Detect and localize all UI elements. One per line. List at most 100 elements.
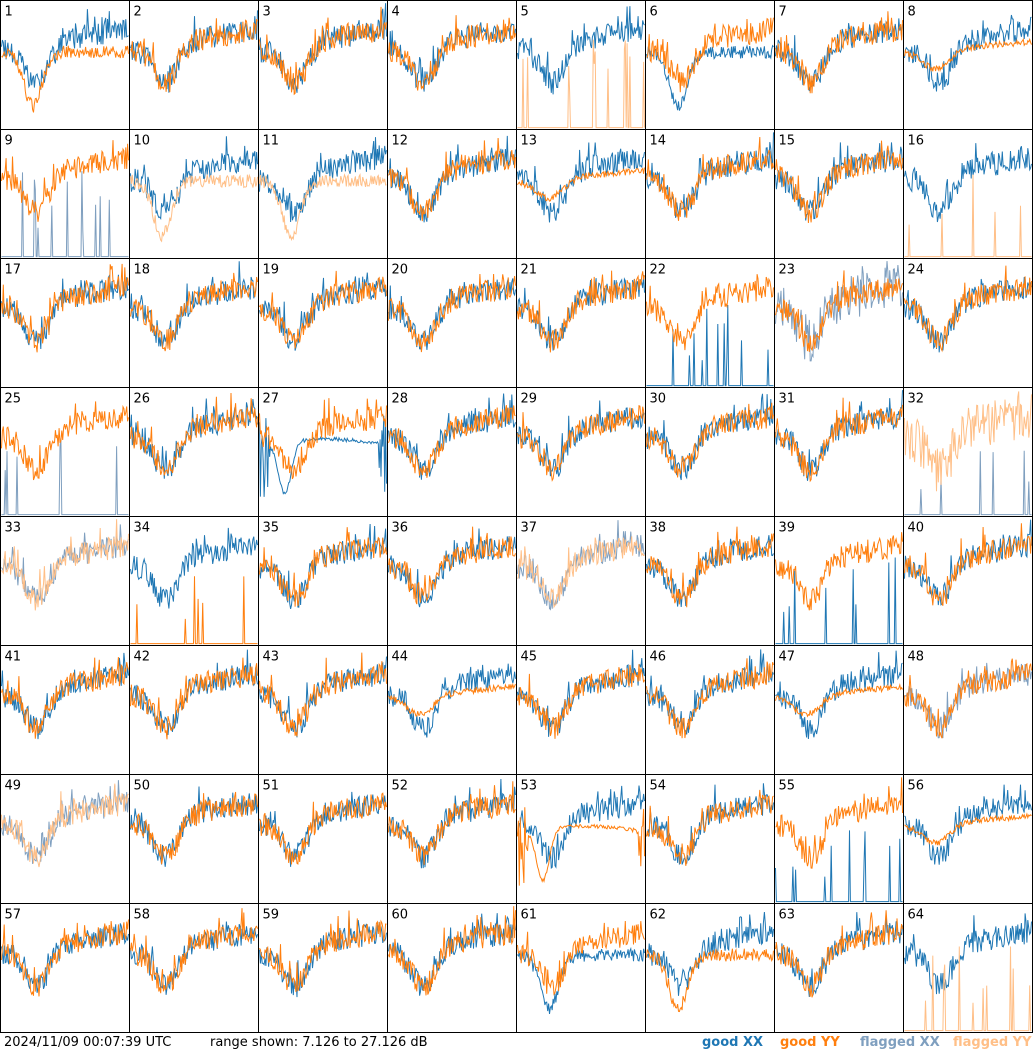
series-yy bbox=[775, 532, 903, 611]
series-yy bbox=[904, 265, 1032, 353]
panel-46: 46 bbox=[645, 645, 775, 775]
panel-34: 34 bbox=[129, 516, 259, 646]
panel-frame bbox=[903, 903, 1033, 1033]
panel-label: 8 bbox=[908, 5, 916, 20]
panel-frame bbox=[903, 774, 1033, 904]
series-yy bbox=[259, 652, 387, 737]
series-yy bbox=[646, 526, 774, 608]
panel-38: 38 bbox=[645, 516, 775, 646]
series-yy bbox=[259, 910, 387, 993]
panel-61: 61 bbox=[516, 903, 646, 1033]
panel-label: 20 bbox=[392, 263, 409, 278]
series-yy bbox=[388, 526, 516, 605]
panel-label: 36 bbox=[392, 521, 409, 536]
panel-53: 53 bbox=[516, 774, 646, 904]
series-yy bbox=[259, 398, 387, 480]
series-xx bbox=[130, 527, 258, 609]
panel-label: 10 bbox=[134, 134, 151, 149]
series-xx bbox=[1, 9, 129, 90]
panel-label: 24 bbox=[908, 263, 925, 278]
series-xx bbox=[1, 171, 129, 258]
series-xx bbox=[904, 450, 1032, 516]
series-xx bbox=[904, 913, 1032, 995]
panel-frame bbox=[0, 387, 130, 517]
panel-label: 5 bbox=[521, 5, 529, 20]
series-xx bbox=[130, 10, 258, 93]
series-yy bbox=[646, 402, 774, 478]
series-yy bbox=[775, 11, 903, 94]
panel-25: 25 bbox=[0, 387, 130, 517]
panel-54: 54 bbox=[645, 774, 775, 904]
series-yy bbox=[1, 263, 129, 353]
legend-good-yy: good YY bbox=[780, 1035, 840, 1050]
panel-19: 19 bbox=[258, 258, 388, 388]
series-yy bbox=[130, 173, 258, 243]
panel-12: 12 bbox=[387, 129, 517, 259]
panel-frame bbox=[387, 774, 517, 904]
series-yy bbox=[1, 657, 129, 739]
panel-2: 2 bbox=[129, 0, 259, 130]
panel-label: 6 bbox=[650, 5, 658, 20]
panel-label: 58 bbox=[134, 908, 151, 923]
panel-41: 41 bbox=[0, 645, 130, 775]
panel-label: 41 bbox=[5, 650, 22, 665]
panel-33: 33 bbox=[0, 516, 130, 646]
panel-frame bbox=[645, 258, 775, 388]
series-yy bbox=[259, 527, 387, 607]
panel-frame bbox=[516, 129, 646, 259]
panel-label: 12 bbox=[392, 134, 409, 149]
series-yy bbox=[130, 18, 258, 93]
panel-43: 43 bbox=[258, 645, 388, 775]
series-xx bbox=[259, 656, 387, 738]
series-xx bbox=[1, 780, 129, 865]
panel-37: 37 bbox=[516, 516, 646, 646]
series-yy bbox=[259, 270, 387, 349]
panel-13: 13 bbox=[516, 129, 646, 259]
series-xx bbox=[646, 911, 774, 996]
series-yy bbox=[517, 536, 645, 609]
series-xx bbox=[904, 784, 1032, 865]
series-yy bbox=[130, 272, 258, 352]
series-xx bbox=[517, 6, 645, 95]
panel-label: 19 bbox=[263, 263, 280, 278]
panel-5: 5 bbox=[516, 0, 646, 130]
panel-label: 59 bbox=[263, 908, 280, 923]
panel-16: 16 bbox=[903, 129, 1033, 259]
series-xx bbox=[130, 921, 258, 995]
series-xx bbox=[904, 14, 1032, 92]
panel-label: 47 bbox=[779, 650, 796, 665]
series-yy bbox=[775, 397, 903, 483]
series-xx bbox=[646, 132, 774, 218]
series-yy bbox=[646, 136, 774, 221]
series-yy bbox=[259, 172, 387, 242]
panel-44: 44 bbox=[387, 645, 517, 775]
series-yy bbox=[130, 791, 258, 865]
series-xx bbox=[775, 830, 903, 903]
series-yy bbox=[775, 270, 903, 352]
panel-label: 32 bbox=[908, 392, 925, 407]
series-yy bbox=[1, 401, 129, 481]
panel-30: 30 bbox=[645, 387, 775, 517]
panel-23: 23 bbox=[774, 258, 904, 388]
panel-frame bbox=[129, 774, 259, 904]
panel-39: 39 bbox=[774, 516, 904, 646]
panel-64: 64 bbox=[903, 903, 1033, 1033]
panel-label: 33 bbox=[5, 521, 22, 536]
panel-frame bbox=[516, 774, 646, 904]
panel-63: 63 bbox=[774, 903, 904, 1033]
panel-label: 13 bbox=[521, 134, 538, 149]
series-yy bbox=[517, 920, 645, 996]
panel-label: 17 bbox=[5, 263, 22, 278]
series-yy bbox=[130, 392, 258, 476]
panel-frame bbox=[258, 645, 388, 775]
panel-label: 56 bbox=[908, 779, 925, 794]
panel-label: 53 bbox=[521, 779, 538, 794]
series-yy bbox=[646, 274, 774, 351]
panel-47: 47 bbox=[774, 645, 904, 775]
legend-flagged-xx: flagged XX bbox=[860, 1035, 940, 1050]
panel-label: 7 bbox=[779, 5, 787, 20]
panel-21: 21 bbox=[516, 258, 646, 388]
panel-59: 59 bbox=[258, 903, 388, 1033]
series-yy bbox=[646, 948, 774, 1013]
